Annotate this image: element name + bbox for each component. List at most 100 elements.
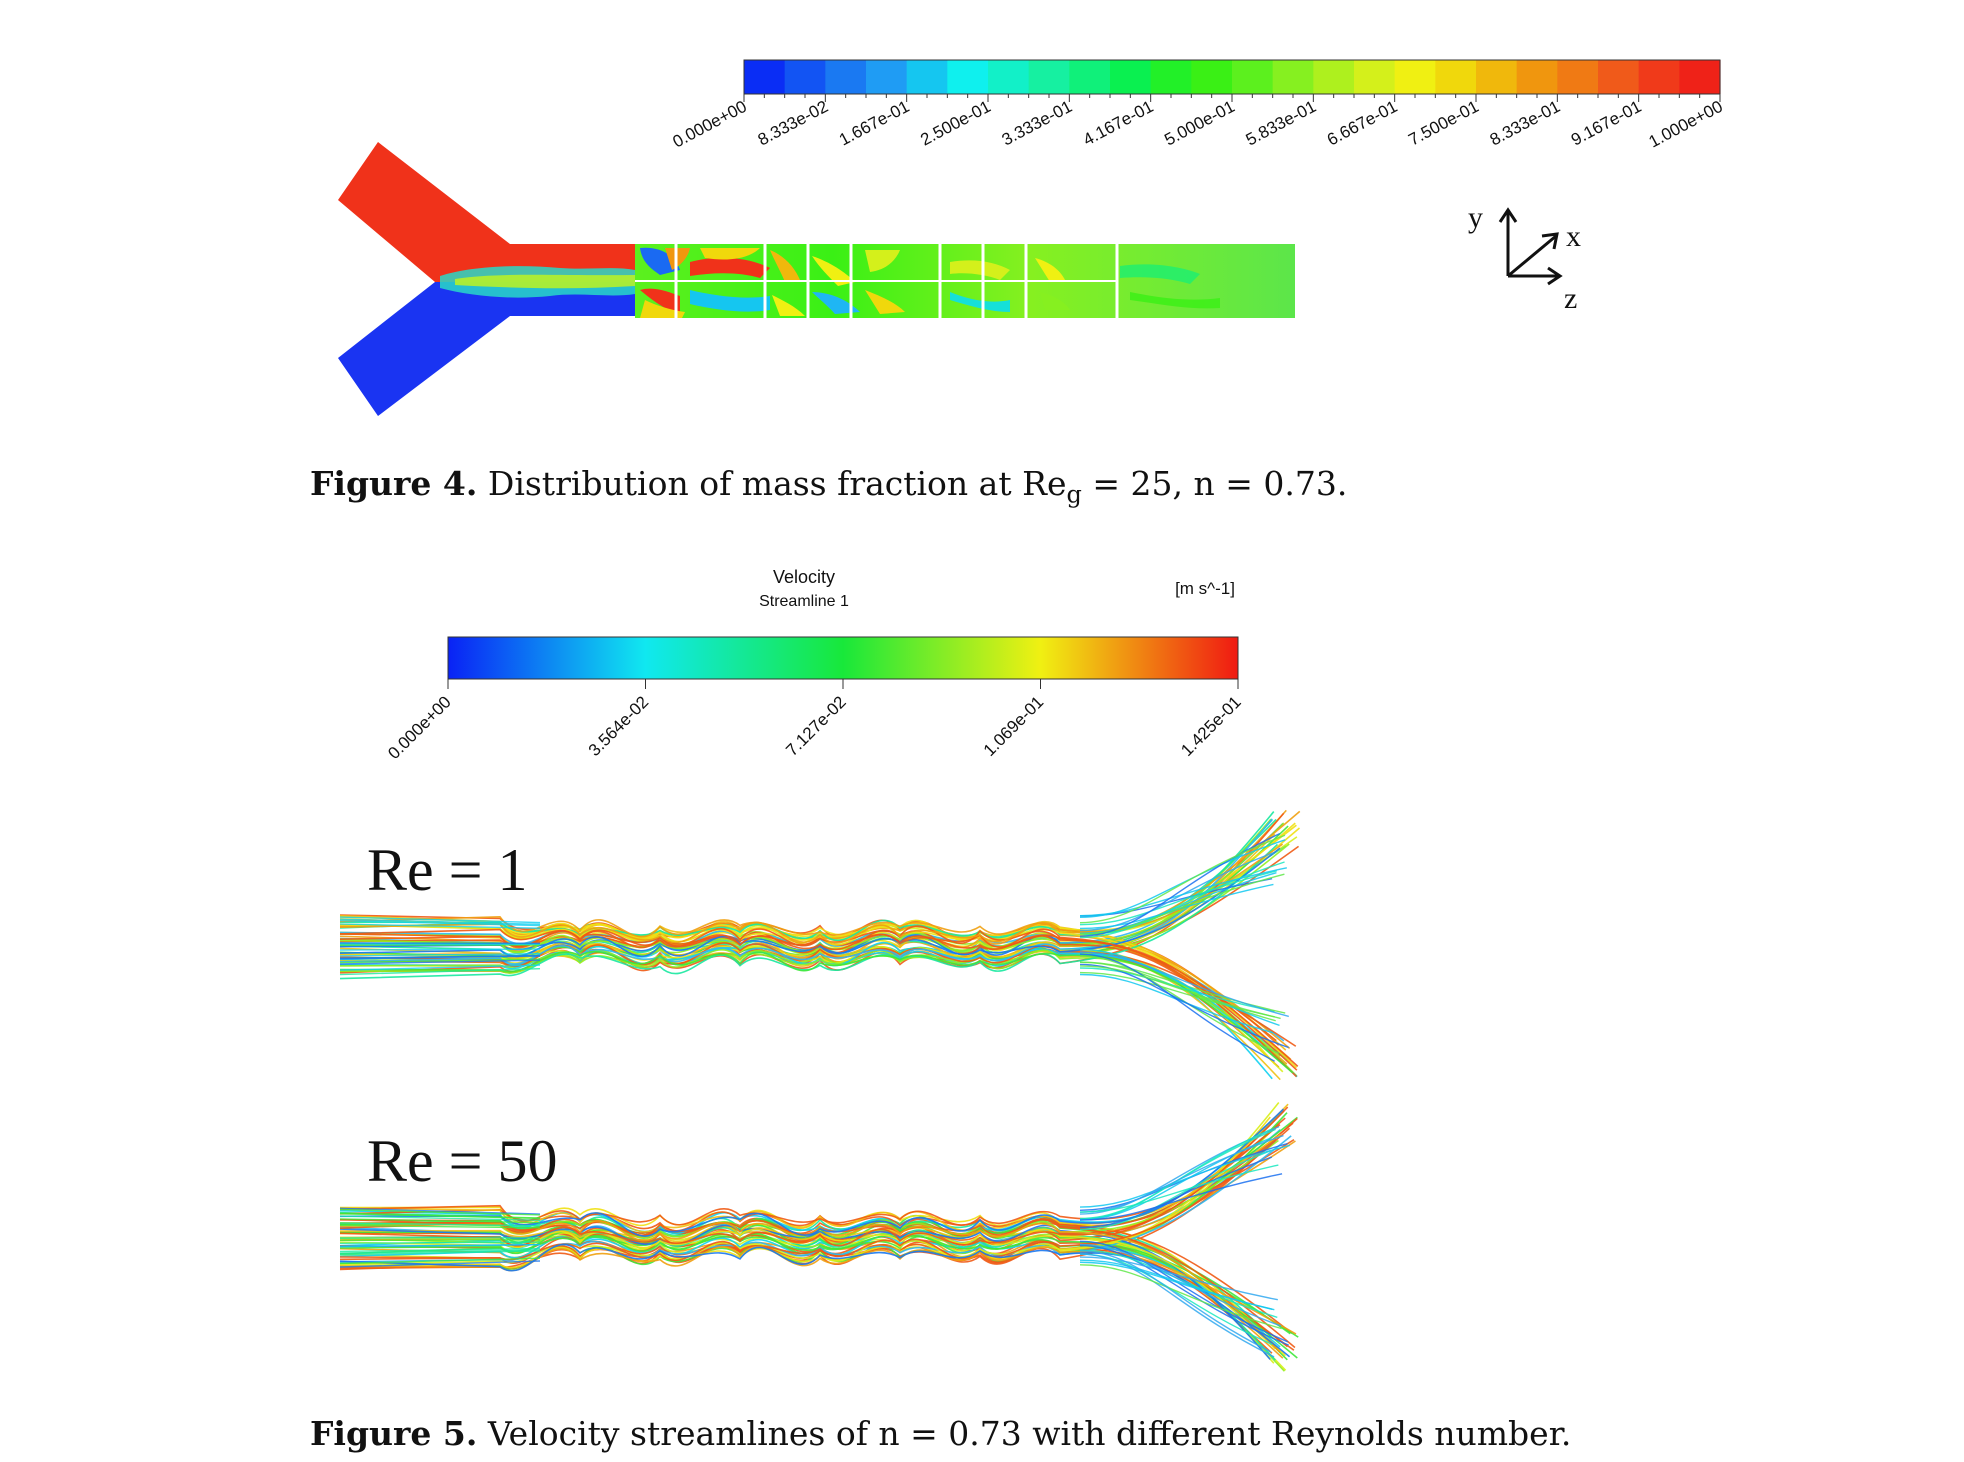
inlet-streamline: [339, 948, 541, 951]
outlet-streamline: [1079, 852, 1274, 932]
figure-5-caption-label: Figure 5.: [310, 1414, 478, 1453]
inlet-streamline: [339, 920, 541, 927]
panel-label-re-1: Re = 1: [367, 837, 528, 903]
outlet-streamline: [1079, 873, 1285, 935]
colorbar-segment: [866, 60, 908, 94]
outlet-streamline: [1079, 834, 1286, 924]
axis-label-z: z: [1564, 282, 1577, 315]
streamline: [339, 1233, 1299, 1338]
figure-4-caption-label: Figure 4.: [310, 464, 478, 503]
axis-label-x: x: [1566, 220, 1581, 253]
colorbar-tick-label: 1.667e-01: [836, 97, 913, 150]
colorbar-segment: [1557, 60, 1599, 94]
figure-4-caption-text-after: = 25, n = 0.73.: [1092, 464, 1348, 503]
outlet-streamline: [1079, 1253, 1275, 1358]
outlet-streamline: [1079, 965, 1281, 1020]
colorbar-tick-label: 8.333e-01: [1487, 97, 1564, 150]
colorbar-segment: [1516, 60, 1558, 94]
mass-fraction-colorbar: [743, 59, 1721, 95]
inlet-streamline: [339, 958, 541, 964]
inlet-streamline: [339, 964, 541, 971]
velocity-colorbar-title: Velocity: [773, 567, 835, 587]
inlet-streamline: [339, 923, 541, 929]
velocity-tick-label: 3.564e-02: [585, 692, 653, 760]
inlet-streamline: [339, 1249, 541, 1254]
streamline: [339, 928, 1298, 1071]
streamline: [339, 1243, 1291, 1358]
colorbar-segment: [1110, 60, 1152, 94]
colorbar-tick-label: 2.500e-01: [917, 97, 994, 150]
velocity-colorbar-subtitle: Streamline 1: [759, 593, 849, 610]
colorbar-tick-label: 5.000e-01: [1161, 97, 1238, 150]
inlet-streamline: [339, 1222, 541, 1227]
streamline: [339, 843, 1278, 980]
velocity-tick-label: 0.000e+00: [384, 692, 455, 763]
mixing-patches: [640, 247, 1220, 318]
outlet-streamline: [1079, 883, 1274, 930]
mass-fraction-colorbar-ticks: 0.000e+00 8.333e-02 1.667e-01 2.500e-01 3.33…: [670, 94, 1726, 151]
streamline: [339, 1123, 1281, 1226]
outlet-streamline: [1079, 870, 1277, 926]
inlet-streamline: [339, 953, 541, 957]
inlet-streamline: [339, 918, 541, 926]
colorbar-segment: [1028, 60, 1070, 94]
figure-4-caption: Figure 4. Distribution of mass fraction …: [310, 464, 1347, 509]
axis-label-y: y: [1468, 201, 1483, 234]
colorbar-segment: [1638, 60, 1680, 94]
colorbar-tick-label: 1.000e+00: [1646, 97, 1726, 152]
colorbar-segment: [988, 60, 1030, 94]
outlet-streamline: [1079, 1250, 1272, 1353]
inlet-streamline: [339, 1257, 541, 1265]
streamline: [339, 1245, 1297, 1335]
outlet-streamline: [1079, 1264, 1282, 1330]
colorbar-segment: [784, 60, 826, 94]
figure-4-caption-text: Distribution of mass fraction at Re: [487, 464, 1067, 503]
streamline: [339, 1220, 1281, 1353]
outlet-streamline: [1079, 1128, 1272, 1220]
colorbar-segment: [825, 60, 867, 94]
colorbar-tick-label: 6.667e-01: [1324, 97, 1401, 150]
colorbar-segment: [744, 60, 786, 94]
axes-triad: [1498, 207, 1563, 286]
colorbar-tick-label: 0.000e+00: [670, 97, 750, 152]
streamline: [339, 818, 1273, 965]
colorbar-tick-label: 3.333e-01: [999, 97, 1076, 150]
outlet-streamline: [1079, 948, 1280, 1027]
outlet-streamline: [1079, 839, 1286, 919]
panel-label-re-50: Re = 50: [367, 1128, 558, 1194]
inlet-streamline: [339, 967, 541, 976]
streamline: [339, 925, 1299, 1067]
colorbar-segment: [1191, 60, 1233, 94]
inlet-streamline: [339, 1224, 541, 1229]
streamline: [339, 824, 1297, 942]
outlet-streamline: [1079, 1259, 1273, 1310]
figure-4-caption-subscript: g: [1066, 480, 1082, 509]
velocity-tick-label: 1.425e-01: [1177, 692, 1245, 760]
colorbar-tick-label: 4.167e-01: [1080, 97, 1157, 150]
outlet-streamline: [1079, 953, 1275, 1062]
streamlines-panel-re-1: [339, 809, 1301, 1081]
inlet-streamline: [339, 1244, 541, 1248]
upper-inlet-branch: [338, 142, 635, 282]
outlet-streamline: [1079, 963, 1289, 1049]
inlet-streamline: [339, 1239, 541, 1242]
inlet-streamline: [339, 1208, 541, 1216]
streamline: [339, 843, 1284, 944]
colorbar-segment: [1313, 60, 1355, 94]
colorbar-segment: [1394, 60, 1436, 94]
inlet-streamline: [339, 1215, 541, 1221]
outlet-streamline: [1079, 1240, 1289, 1343]
colorbar-segment: [1598, 60, 1640, 94]
streamlines-panel-re-50: [339, 1101, 1299, 1372]
inlet-streamline: [339, 916, 541, 924]
lower-inlet-branch: [338, 282, 635, 416]
colorbar-segment: [1272, 60, 1314, 94]
figure-5-caption: Figure 5. Velocity streamlines of n = 0.…: [310, 1414, 1571, 1453]
velocity-colorbar-ticks: 0.000e+00 3.564e-02 7.127e-02 1.069e-01 1.42…: [384, 679, 1245, 763]
inlet-streamline: [339, 1241, 541, 1244]
inlet-streamline: [339, 1207, 541, 1215]
inlet-streamline: [339, 1250, 541, 1256]
figure-5-velocity-streamlines: Velocity Streamline 1 [m s^-1] 0.000e+00…: [339, 567, 1301, 1372]
colorbar-segment: [1069, 60, 1111, 94]
